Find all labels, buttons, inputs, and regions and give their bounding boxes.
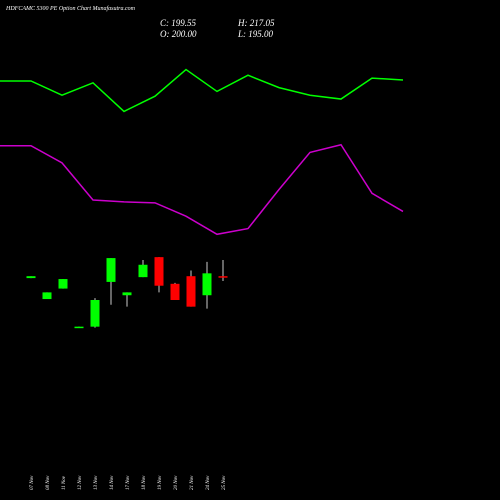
high-label: H: 217.05 — [237, 18, 275, 28]
candle-body — [202, 273, 212, 296]
candle-body — [26, 276, 36, 279]
open-label: O: 200.00 — [160, 29, 197, 39]
close-label: C: 199.55 — [160, 18, 197, 28]
line — [0, 143, 404, 236]
x-tick-label: 24 Nov — [206, 475, 211, 490]
chart-title: HDFCAMC 5300 PE Option Chart Munafasutra… — [5, 5, 136, 12]
candle-body — [90, 300, 100, 327]
x-tick-label: 11 Nov — [62, 475, 67, 490]
x-tick-label: 13 Nov — [94, 475, 99, 490]
low-label: L: 195.00 — [237, 29, 274, 39]
candle-body — [218, 276, 228, 278]
x-tick-label: 20 Nov — [174, 475, 179, 490]
candle-body — [170, 283, 180, 300]
x-tick-label: 19 Nov — [158, 475, 163, 490]
x-tick-label: 14 Nov — [110, 475, 115, 490]
candle-body — [186, 276, 196, 307]
x-tick-label: 08 Nov — [46, 475, 51, 490]
candle-body — [58, 279, 68, 289]
candle-body — [74, 326, 84, 329]
line — [0, 68, 404, 113]
x-tick-label: 21 Nov — [190, 475, 195, 490]
candle-body — [138, 264, 148, 278]
candle-body — [122, 292, 132, 296]
x-tick-label: 07 Nov — [30, 475, 35, 490]
x-tick-label: 18 Nov — [142, 475, 147, 490]
candle-body — [42, 292, 52, 300]
x-tick-label: 17 Nov — [126, 475, 131, 490]
x-tick-label: 25 Nov — [222, 475, 227, 490]
candle-body — [154, 257, 164, 286]
candle-body — [106, 258, 116, 282]
x-tick-label: 12 Nov — [78, 475, 83, 490]
